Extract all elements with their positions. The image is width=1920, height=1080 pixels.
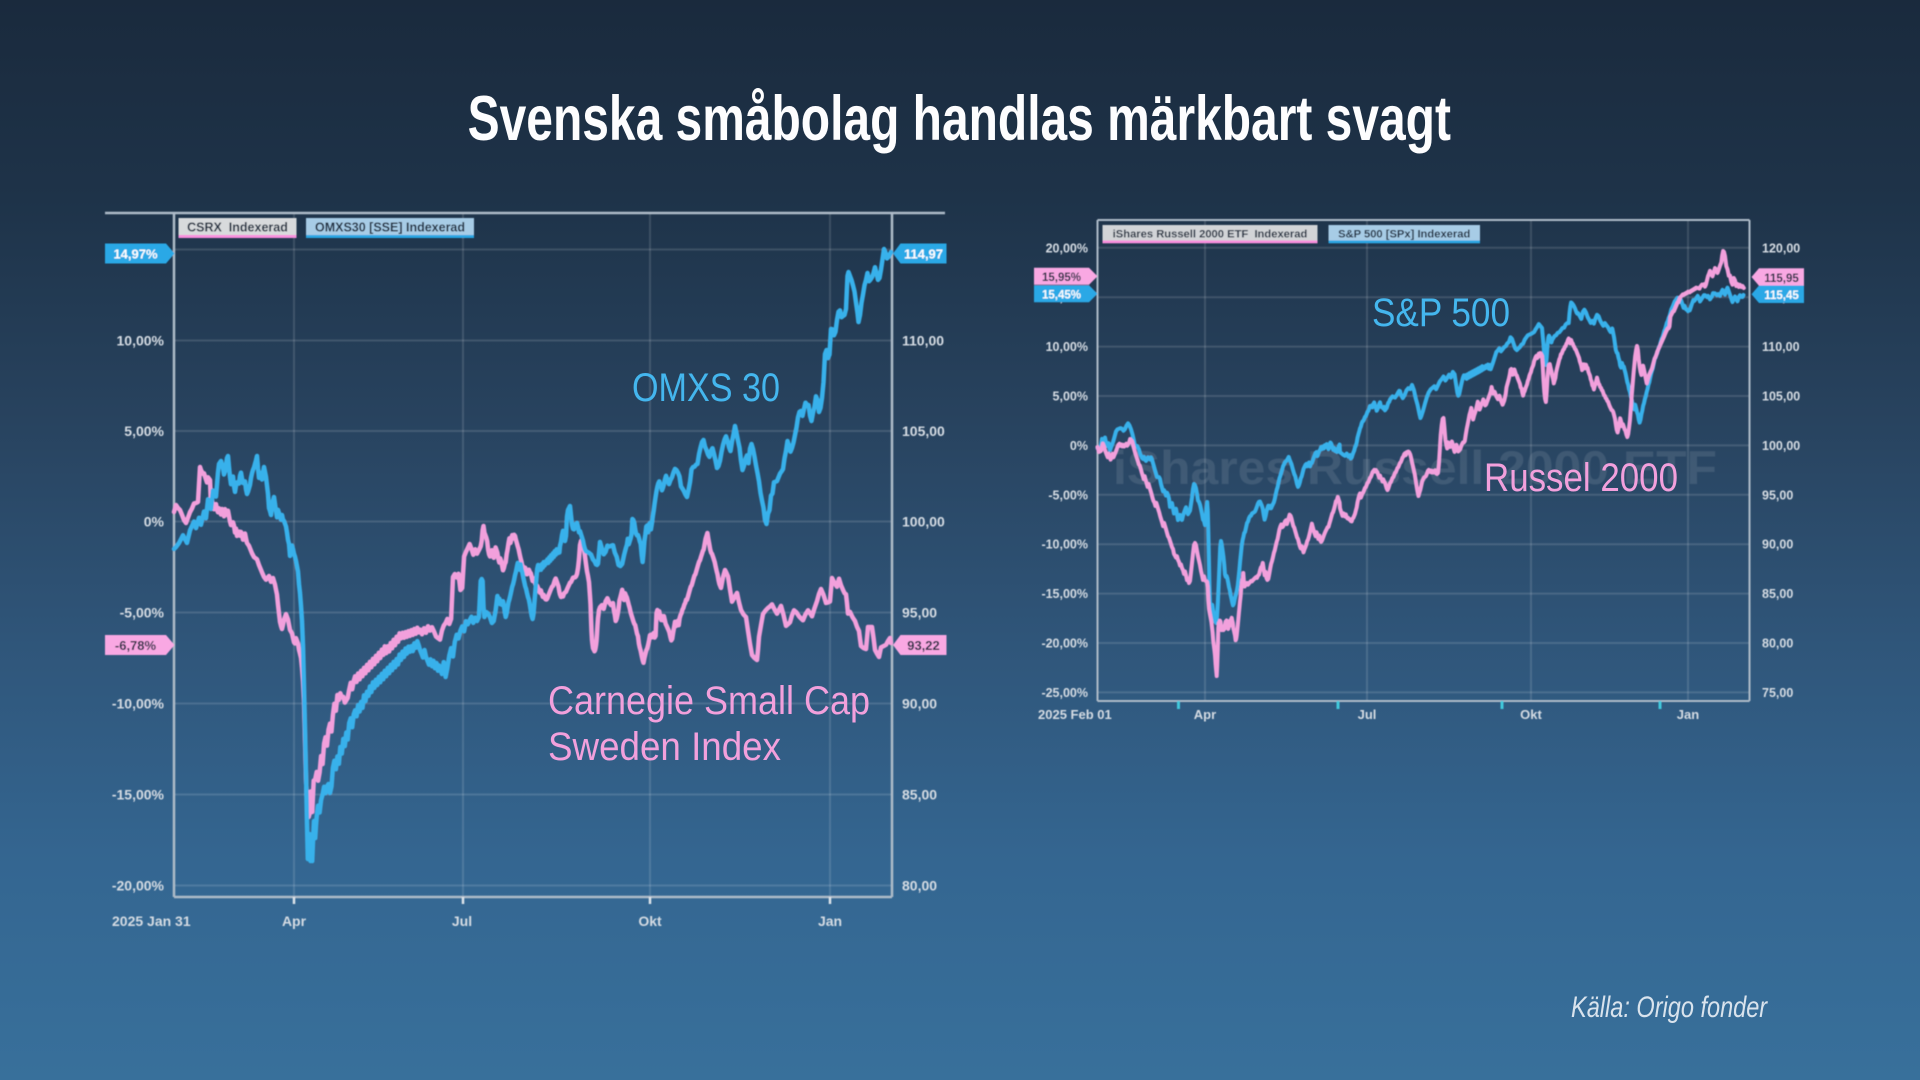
- svg-text:75,00: 75,00: [1762, 686, 1793, 700]
- svg-text:80,00: 80,00: [1762, 637, 1793, 651]
- svg-text:110,00: 110,00: [902, 333, 944, 349]
- svg-text:100,00: 100,00: [1762, 439, 1800, 453]
- svg-text:Jan: Jan: [818, 913, 842, 929]
- svg-text:14,97%: 14,97%: [113, 246, 158, 261]
- svg-text:95,00: 95,00: [1762, 488, 1793, 502]
- svg-text:105,00: 105,00: [1762, 390, 1800, 404]
- svg-text:CSRX Indexerad: CSRX Indexerad: [187, 221, 288, 235]
- svg-text:Carnegie Small Cap: Carnegie Small Cap: [548, 679, 870, 723]
- svg-text:Jan: Jan: [1677, 707, 1699, 722]
- svg-text:OMXS 30: OMXS 30: [632, 366, 780, 410]
- svg-text:-5,00%: -5,00%: [120, 605, 165, 621]
- svg-text:Sweden Index: Sweden Index: [548, 725, 781, 769]
- svg-text:5,00%: 5,00%: [1053, 390, 1088, 404]
- svg-text:iShares Russell 2000 ETF Inde: iShares Russell 2000 ETF Indexerad: [1113, 228, 1308, 240]
- svg-text:10,00%: 10,00%: [117, 333, 165, 349]
- svg-text:95,00: 95,00: [902, 605, 937, 621]
- svg-text:2025 Feb 01: 2025 Feb 01: [1038, 707, 1112, 722]
- svg-text:OMXS30 [SSE] Indexerad: OMXS30 [SSE] Indexerad: [315, 221, 465, 235]
- svg-text:120,00: 120,00: [1762, 241, 1800, 255]
- svg-text:114,97: 114,97: [904, 246, 943, 261]
- svg-text:Russel 2000: Russel 2000: [1484, 456, 1678, 500]
- svg-text:-20,00%: -20,00%: [112, 878, 165, 894]
- svg-text:-6,78%: -6,78%: [115, 638, 157, 653]
- svg-text:20,00%: 20,00%: [1046, 241, 1088, 255]
- svg-text:Apr: Apr: [1194, 707, 1216, 722]
- svg-text:115,95: 115,95: [1764, 273, 1799, 285]
- svg-text:Apr: Apr: [282, 913, 307, 929]
- svg-text:93,22: 93,22: [907, 638, 940, 653]
- svg-text:S&P 500 [SPx] Indexerad: S&P 500 [SPx] Indexerad: [1338, 228, 1470, 240]
- svg-text:Jul: Jul: [452, 913, 472, 929]
- svg-text:5,00%: 5,00%: [124, 423, 164, 439]
- svg-text:115,45: 115,45: [1764, 290, 1799, 302]
- svg-text:Jul: Jul: [1358, 707, 1377, 722]
- svg-text:85,00: 85,00: [1762, 587, 1793, 601]
- svg-text:85,00: 85,00: [902, 787, 937, 803]
- svg-text:Okt: Okt: [638, 913, 662, 929]
- svg-text:-25,00%: -25,00%: [1041, 686, 1088, 700]
- svg-text:15,95%: 15,95%: [1042, 272, 1081, 284]
- svg-text:-10,00%: -10,00%: [1041, 538, 1088, 552]
- svg-text:Okt: Okt: [1520, 707, 1542, 722]
- svg-text:-15,00%: -15,00%: [112, 787, 165, 803]
- svg-text:S&P 500: S&P 500: [1372, 291, 1510, 335]
- svg-text:110,00: 110,00: [1762, 340, 1800, 354]
- svg-text:90,00: 90,00: [902, 696, 937, 712]
- svg-text:105,00: 105,00: [902, 423, 945, 439]
- svg-text:-10,00%: -10,00%: [112, 696, 165, 712]
- svg-text:0%: 0%: [144, 514, 165, 530]
- svg-text:90,00: 90,00: [1762, 538, 1793, 552]
- svg-text:-5,00%: -5,00%: [1048, 488, 1088, 502]
- svg-text:15,45%: 15,45%: [1042, 290, 1081, 302]
- svg-text:-15,00%: -15,00%: [1041, 587, 1088, 601]
- svg-text:10,00%: 10,00%: [1046, 340, 1088, 354]
- svg-text:100,00: 100,00: [902, 514, 945, 530]
- svg-text:80,00: 80,00: [902, 878, 937, 894]
- svg-text:2025 Jan 31: 2025 Jan 31: [112, 913, 191, 929]
- svg-text:0%: 0%: [1070, 439, 1088, 453]
- svg-text:-20,00%: -20,00%: [1041, 637, 1088, 651]
